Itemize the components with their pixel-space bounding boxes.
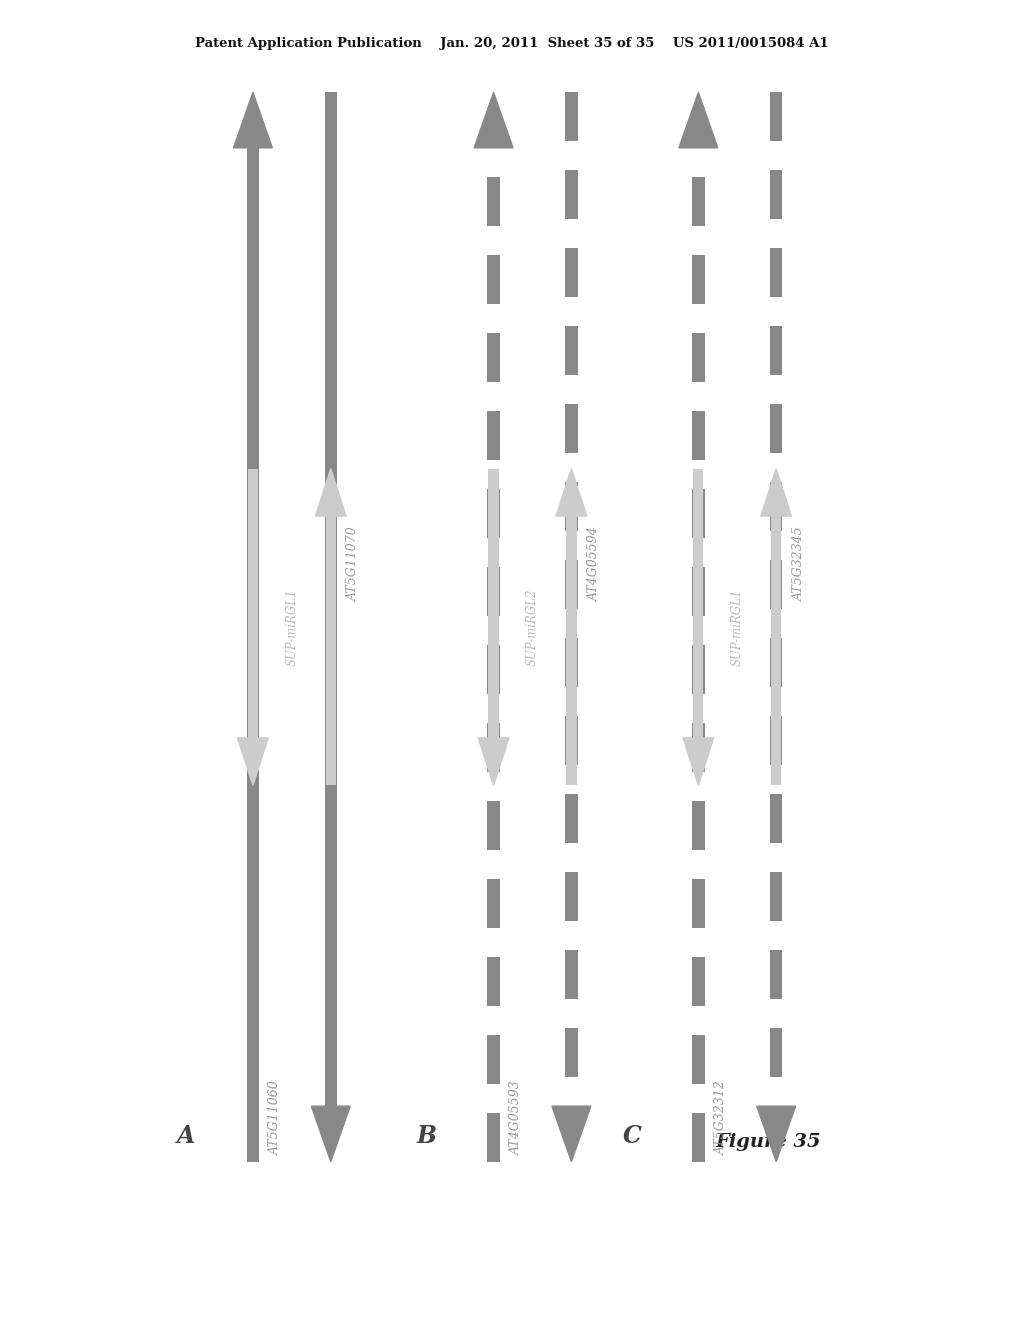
Bar xyxy=(692,1035,705,1084)
Polygon shape xyxy=(474,92,513,148)
Bar xyxy=(692,568,705,615)
Bar xyxy=(565,639,578,686)
Bar xyxy=(325,92,337,1106)
Polygon shape xyxy=(311,1106,350,1162)
Text: SUP-miRGL1: SUP-miRGL1 xyxy=(731,589,743,665)
Bar xyxy=(771,516,781,785)
Bar xyxy=(692,488,705,537)
Bar xyxy=(487,801,500,850)
Bar xyxy=(692,801,705,850)
Text: B: B xyxy=(417,1125,437,1148)
Bar xyxy=(488,469,499,738)
Text: C: C xyxy=(623,1125,641,1148)
Polygon shape xyxy=(679,92,718,148)
Text: Figure 35: Figure 35 xyxy=(715,1133,821,1151)
Bar xyxy=(487,957,500,1006)
Bar xyxy=(692,879,705,928)
Bar xyxy=(770,482,782,531)
Bar xyxy=(326,516,336,785)
Bar xyxy=(487,177,500,226)
Bar xyxy=(565,326,578,375)
Bar xyxy=(565,950,578,999)
Bar xyxy=(487,645,500,694)
Bar xyxy=(487,1035,500,1084)
Bar xyxy=(770,92,782,141)
Text: AT4G05593: AT4G05593 xyxy=(510,1080,523,1155)
Bar xyxy=(487,411,500,459)
Text: SUP-miRGL1: SUP-miRGL1 xyxy=(286,589,298,665)
Bar xyxy=(770,326,782,375)
Bar xyxy=(565,717,578,766)
Polygon shape xyxy=(315,469,346,516)
Polygon shape xyxy=(238,738,268,785)
Bar xyxy=(770,170,782,219)
Bar xyxy=(692,333,705,381)
Bar xyxy=(565,873,578,921)
Bar xyxy=(565,170,578,219)
Bar xyxy=(565,92,578,141)
Bar xyxy=(487,723,500,772)
Bar xyxy=(565,404,578,453)
Bar xyxy=(487,1113,500,1162)
Bar xyxy=(487,879,500,928)
Bar xyxy=(692,645,705,694)
Text: AT5G32312: AT5G32312 xyxy=(715,1080,728,1155)
Text: AT4G05594: AT4G05594 xyxy=(588,525,601,601)
Bar xyxy=(565,482,578,531)
Text: A: A xyxy=(177,1125,196,1148)
Bar xyxy=(770,717,782,766)
Polygon shape xyxy=(683,738,714,785)
Bar xyxy=(770,1028,782,1077)
Bar xyxy=(487,488,500,537)
Bar xyxy=(770,950,782,999)
Bar xyxy=(692,255,705,304)
Bar xyxy=(693,469,703,738)
Bar xyxy=(770,873,782,921)
Bar xyxy=(487,333,500,381)
Text: AT5G11070: AT5G11070 xyxy=(347,525,360,601)
Bar xyxy=(692,411,705,459)
Bar xyxy=(692,1113,705,1162)
Text: AT5G32345: AT5G32345 xyxy=(793,525,806,601)
Bar xyxy=(692,177,705,226)
Bar xyxy=(770,248,782,297)
Bar xyxy=(770,795,782,843)
Bar xyxy=(565,248,578,297)
Bar xyxy=(692,957,705,1006)
Polygon shape xyxy=(757,1106,796,1162)
Bar xyxy=(565,795,578,843)
Bar xyxy=(770,404,782,453)
Bar xyxy=(487,568,500,615)
Bar xyxy=(770,639,782,686)
Bar xyxy=(247,148,259,1162)
Bar xyxy=(248,469,258,738)
Text: Patent Application Publication    Jan. 20, 2011  Sheet 35 of 35    US 2011/00150: Patent Application Publication Jan. 20, … xyxy=(196,37,828,50)
Bar xyxy=(566,516,577,785)
Polygon shape xyxy=(233,92,272,148)
Bar xyxy=(692,723,705,772)
Bar xyxy=(565,560,578,609)
Polygon shape xyxy=(761,469,792,516)
Polygon shape xyxy=(478,738,509,785)
Polygon shape xyxy=(552,1106,591,1162)
Bar xyxy=(565,1028,578,1077)
Text: SUP-miRGL2: SUP-miRGL2 xyxy=(526,589,539,665)
Polygon shape xyxy=(556,469,587,516)
Bar xyxy=(487,255,500,304)
Text: AT5G11060: AT5G11060 xyxy=(269,1080,283,1155)
Bar xyxy=(770,560,782,609)
